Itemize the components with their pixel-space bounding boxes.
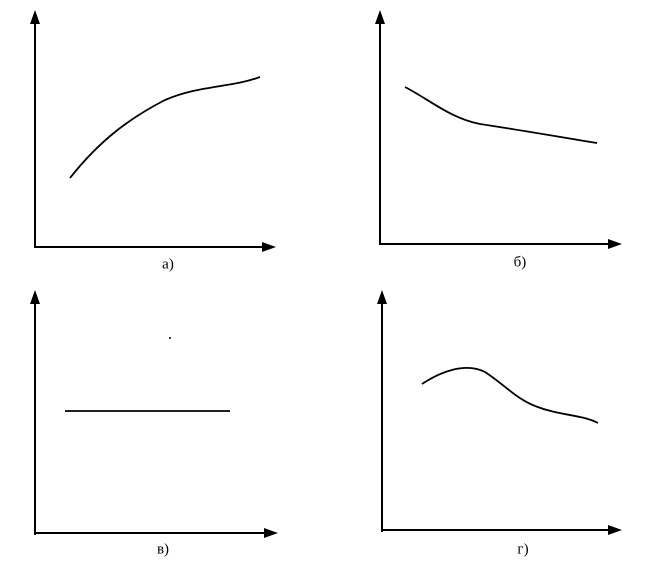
axes <box>34 300 268 535</box>
arrowheads <box>30 290 278 538</box>
axes <box>381 300 612 532</box>
panel-b: б) <box>375 10 622 270</box>
panel-label: б) <box>514 254 527 270</box>
curve <box>69 76 261 179</box>
curve <box>421 367 599 424</box>
arrowheads <box>377 290 622 535</box>
axes <box>34 20 266 248</box>
panel-label: в) <box>157 541 169 557</box>
arrowheads <box>30 10 276 252</box>
dot <box>169 337 171 339</box>
panel-d: г) <box>377 290 622 557</box>
panel-label: а) <box>162 256 174 272</box>
panel-a: а) <box>30 10 276 272</box>
arrowheads <box>375 10 622 249</box>
panel-c: в) <box>30 290 278 557</box>
panel-label: г) <box>517 541 528 557</box>
curve <box>404 86 598 144</box>
axes <box>379 20 612 245</box>
